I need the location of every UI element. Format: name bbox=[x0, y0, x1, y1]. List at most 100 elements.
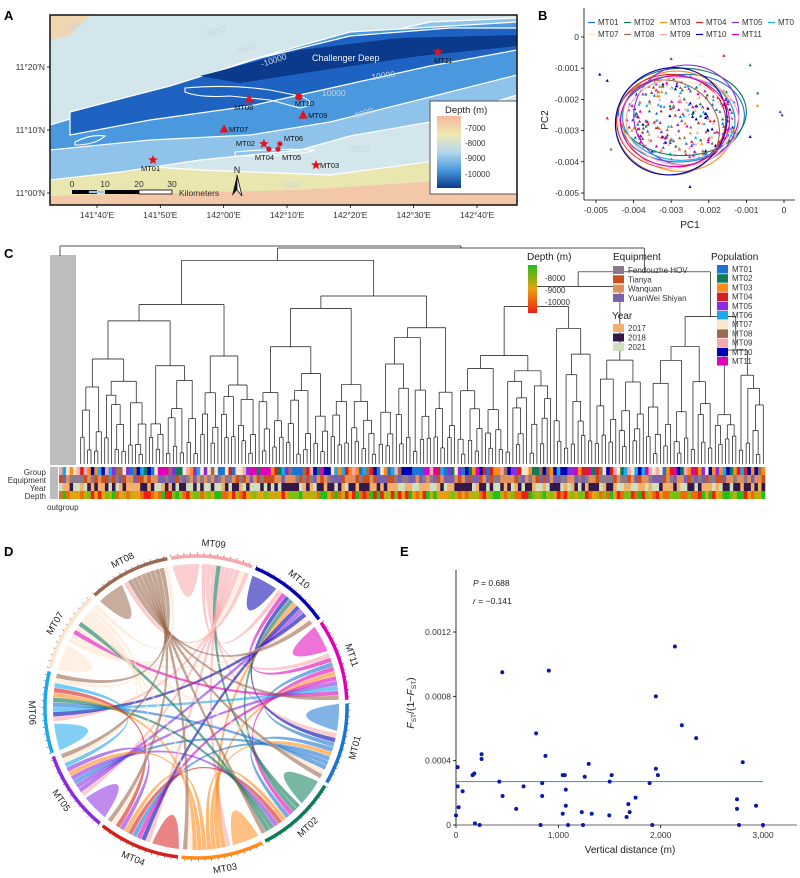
pca-point bbox=[711, 94, 715, 98]
group-cell bbox=[355, 467, 360, 475]
year-cell bbox=[256, 483, 261, 491]
equipment-cell bbox=[291, 475, 296, 483]
depth-cell bbox=[599, 491, 603, 499]
equipment-cell bbox=[196, 475, 201, 483]
data-point bbox=[653, 694, 658, 699]
sector-tick bbox=[236, 558, 238, 561]
depth-cell bbox=[613, 491, 618, 499]
depth-cell bbox=[415, 491, 420, 499]
site-mt06: MT06 bbox=[277, 134, 303, 147]
self-chord-mt04 bbox=[152, 814, 179, 849]
year-cell bbox=[249, 483, 254, 491]
equipment-cell bbox=[457, 475, 462, 483]
legend-swatch bbox=[717, 265, 728, 274]
group-cell bbox=[606, 467, 610, 475]
year-cell bbox=[563, 483, 568, 491]
pca-point bbox=[659, 130, 663, 134]
site-markers: MT01 MT02 MT03 MT04 MT05 MT06 MT07 MT08 MT09 MT10… bbox=[141, 46, 453, 173]
group-cell bbox=[722, 467, 727, 475]
equipment-cell bbox=[284, 475, 289, 483]
legend-title: Depth (m) bbox=[527, 252, 571, 263]
lon-tick-label: 142°30′E bbox=[396, 210, 431, 220]
depth-cell bbox=[221, 491, 226, 499]
x-tick-label: 3,000 bbox=[752, 830, 774, 840]
equipment-cell bbox=[320, 475, 325, 483]
depth-cell bbox=[464, 491, 469, 499]
group-cell bbox=[584, 467, 589, 475]
group-cell bbox=[344, 467, 349, 475]
year-cell bbox=[348, 483, 353, 491]
pca-point bbox=[676, 99, 681, 103]
contour-line bbox=[184, 85, 311, 109]
pca-point bbox=[723, 98, 728, 102]
year-cell bbox=[299, 483, 303, 491]
depth-cell bbox=[397, 491, 402, 499]
group-cell bbox=[133, 467, 137, 475]
group-cell bbox=[472, 467, 476, 475]
pca-point bbox=[715, 130, 719, 134]
legend-swatch bbox=[717, 274, 728, 283]
group-cell bbox=[214, 467, 219, 475]
chord-ribbon bbox=[75, 625, 325, 774]
group-cell bbox=[447, 467, 452, 475]
pca-point bbox=[706, 128, 710, 132]
legend-tick: -9000 bbox=[465, 154, 486, 163]
pca-point bbox=[699, 138, 703, 142]
year-cell bbox=[528, 483, 533, 491]
site-label: MT10 bbox=[295, 99, 314, 108]
year-cell bbox=[429, 483, 434, 491]
equipment-cell bbox=[150, 475, 155, 483]
equipment-cell bbox=[337, 475, 342, 483]
outgroup-cell bbox=[50, 467, 58, 475]
year-cell bbox=[560, 483, 565, 491]
pca-point bbox=[661, 145, 665, 149]
sector-tick bbox=[268, 840, 271, 843]
group-cell bbox=[341, 467, 346, 475]
pca-point bbox=[683, 121, 687, 125]
site-label: MT01 bbox=[141, 164, 160, 173]
legend-item-mt04: MT04 bbox=[732, 293, 753, 302]
data-point bbox=[562, 773, 567, 778]
sector-tick bbox=[132, 845, 134, 848]
group-cell bbox=[140, 467, 145, 475]
depth-cell bbox=[507, 491, 512, 499]
y-title-part: ST bbox=[411, 681, 418, 689]
group-cell bbox=[479, 467, 483, 475]
pca-point bbox=[706, 106, 710, 110]
pca-point bbox=[709, 115, 713, 119]
pca-point bbox=[687, 87, 691, 91]
depth-cell bbox=[122, 491, 127, 499]
pca-point bbox=[638, 100, 642, 104]
y-axis-title: PC2 bbox=[540, 110, 551, 130]
data-point bbox=[586, 761, 591, 766]
site-label: MT02 bbox=[236, 139, 255, 148]
ellipse-mt10 bbox=[614, 67, 728, 176]
map-depth-legend: Depth (m) -7000 -8000 -9000 -10000 bbox=[429, 100, 517, 195]
depth-cell bbox=[704, 491, 709, 499]
sector-arc bbox=[264, 784, 327, 843]
pca-point bbox=[680, 141, 684, 145]
group-cell bbox=[323, 467, 328, 475]
equipment-cell bbox=[461, 475, 466, 483]
year-cell bbox=[496, 483, 501, 491]
group-cell bbox=[539, 467, 543, 475]
pca-point bbox=[705, 114, 709, 118]
group-cell bbox=[560, 467, 565, 475]
depth-cell bbox=[175, 491, 180, 499]
y-tick-label: -0.003 bbox=[555, 126, 579, 136]
group-cell bbox=[143, 467, 148, 475]
pca-point bbox=[673, 87, 677, 91]
depth-cell bbox=[447, 491, 452, 499]
pca-point bbox=[658, 121, 662, 125]
depth-cell bbox=[129, 491, 134, 499]
equipment-cell bbox=[447, 475, 452, 483]
equipment-cell bbox=[719, 475, 723, 483]
lat-tick-label: 11°00′N bbox=[16, 188, 45, 198]
legend-item-mt07: MT07 bbox=[598, 30, 619, 39]
year-cell bbox=[73, 483, 77, 491]
year-cell bbox=[493, 483, 498, 491]
sector-arc bbox=[170, 554, 253, 569]
year-cell bbox=[443, 483, 448, 491]
pca-point bbox=[632, 126, 636, 130]
depth-cell bbox=[274, 491, 279, 499]
